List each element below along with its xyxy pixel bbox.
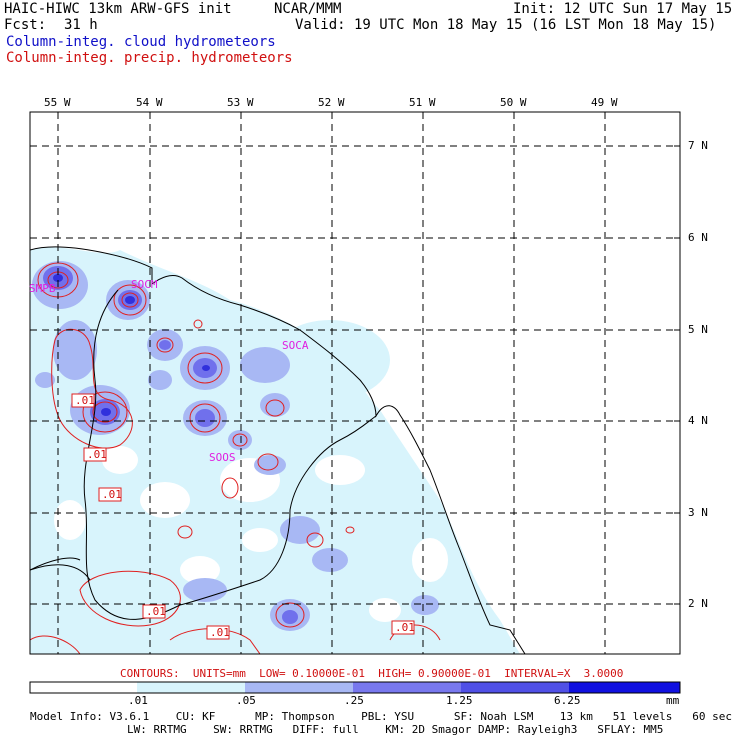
colorbar-tick: .01 [128,694,148,707]
colorbar [29,681,681,694]
cloud-field-gaps [54,446,448,622]
model-info-line1: Model Info: V3.6.1 CU: KF MP: Thompson P… [30,710,732,723]
lat-label: 3 N [688,506,708,519]
colorbar-tick: 6.25 [554,694,581,707]
cloud-field-core [53,274,210,416]
contour-label-boxes [71,393,415,640]
lat-label: 7 N [688,139,708,152]
station-label: SOCA [282,339,309,352]
map-field [30,247,520,654]
lon-label: 49 W [591,96,618,109]
colorbar-unit: mm [666,694,680,707]
lon-label: 53 W [227,96,254,109]
lon-label: 50 W [500,96,527,109]
contour-label: .01 [75,394,95,407]
lon-label: 51 W [409,96,436,109]
colorbar-tick: .05 [236,694,256,707]
lat-label: 4 N [688,414,708,427]
model-info-line2: LW: RRTMG SW: RRTMG DIFF: full KM: 2D Sm… [127,723,664,736]
lon-label: 55 W [44,96,71,109]
colorbar-tick: 1.25 [446,694,473,707]
lat-label: 5 N [688,323,708,336]
org-label: NCAR/MMM [274,1,342,17]
colorbar-bin [569,682,680,693]
lon-label: 52 W [318,96,345,109]
colorbar-tick: .25 [344,694,364,707]
forecast-label: Fcst: [4,17,47,33]
colorbar-bin [461,682,569,693]
valid-time: Valid: 19 UTC Mon 18 May 15 (16 LST Mon … [295,17,717,33]
station-label: SMPB [29,282,56,295]
colorbar-bin [30,682,137,693]
lon-label: 54 W [136,96,163,109]
colorbar-bin [137,682,245,693]
field-title-precip: Column-integ. precip. hydrometeors [6,50,293,66]
contour-label: .01 [395,621,415,634]
lat-label: 6 N [688,231,708,244]
contour-label: .01 [87,448,107,461]
colorbar-bin [245,682,353,693]
contour-label: .01 [210,626,230,639]
map-frame [29,111,681,655]
lat-label: 2 N [688,597,708,610]
contour-label: .01 [102,488,122,501]
model-title: HAIC-HIWC 13km ARW-GFS init [4,1,232,17]
field-title-cloud: Column-integ. cloud hydrometeors [6,34,276,50]
contours-caption: CONTOURS: UNITS=mm LOW= 0.10000E-01 HIGH… [120,667,624,680]
init-time: Init: 12 UTC Sun 17 May 15 [513,1,733,17]
forecast-hour: 31 h [64,17,98,33]
contour-label: .01 [146,605,166,618]
station-label: SOCM [131,278,158,291]
frame-ticks [57,112,680,605]
colorbar-bin [353,682,461,693]
lat-lon-grid [30,112,680,654]
station-label: SOOS [209,451,236,464]
